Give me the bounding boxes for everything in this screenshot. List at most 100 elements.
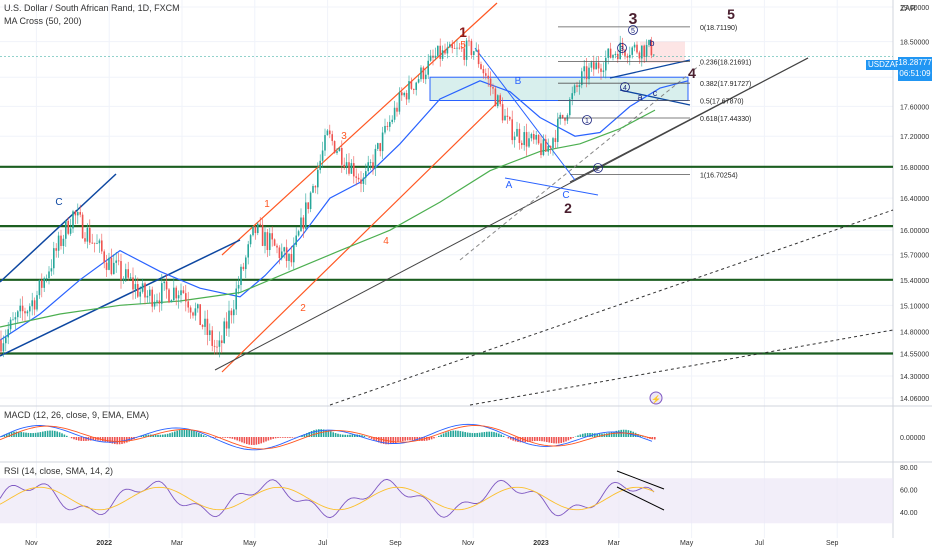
candle-body — [557, 119, 559, 142]
macd-histogram-bar — [330, 431, 332, 437]
candle-body — [487, 76, 489, 79]
candle-body — [528, 138, 530, 146]
candle-body — [10, 320, 12, 330]
candle-body — [475, 50, 477, 52]
macd-histogram-bar — [56, 431, 58, 437]
price-tick-label: 15.70000 — [900, 253, 929, 260]
macd-histogram-bar — [481, 432, 483, 437]
macd-histogram-bar — [232, 437, 234, 439]
macd-histogram-bar — [337, 434, 339, 437]
macd-histogram-bar — [546, 437, 548, 442]
macd-histogram-bar — [611, 432, 613, 437]
macd-histogram-bar — [176, 431, 178, 437]
candle-body — [60, 236, 62, 246]
candle-body — [547, 146, 549, 152]
candle-body — [538, 135, 540, 143]
candle-body — [574, 85, 576, 93]
candle-body — [442, 50, 444, 59]
candle-body — [247, 244, 249, 257]
wave-label-a-upper: A — [506, 180, 513, 191]
macd-histogram-bar — [251, 437, 253, 445]
candle-body — [403, 93, 405, 95]
candle-body — [178, 295, 180, 298]
candle-body — [360, 179, 362, 184]
macd-histogram-bar — [400, 437, 402, 442]
macd-histogram-bar — [500, 435, 502, 437]
price-tick-label: 18.50000 — [900, 40, 929, 47]
macd-histogram-bar — [287, 437, 289, 438]
candle-body — [142, 283, 144, 291]
candle-body — [288, 254, 290, 261]
macd-histogram-bar — [409, 437, 411, 440]
candle-body — [382, 133, 384, 152]
macd-histogram-bar — [52, 431, 54, 437]
wave-label-4-channel: 4 — [383, 236, 389, 247]
candle-body — [298, 231, 300, 235]
candle-body — [456, 48, 458, 49]
time-tick-label: Mar — [171, 540, 184, 547]
candle-body — [43, 278, 45, 288]
candle-body — [252, 226, 254, 235]
candle-body — [634, 45, 636, 48]
candle-body — [353, 163, 355, 176]
wave-label-3-channel: 3 — [341, 131, 347, 142]
candle-body — [65, 221, 67, 239]
band-layer — [430, 42, 688, 101]
macd-histogram-bar — [342, 435, 344, 437]
macd-histogram-bar — [560, 437, 562, 443]
candle-body — [399, 92, 401, 111]
macd-histogram-bar — [258, 437, 260, 444]
candle-body — [139, 292, 141, 297]
macd-histogram-bar — [191, 430, 193, 437]
candle-body — [238, 285, 240, 289]
candle-body — [631, 48, 633, 55]
fib-level-label: 0.236(18.21691) — [700, 60, 751, 67]
macd-histogram-bar — [54, 431, 56, 437]
macd-histogram-bar — [335, 433, 337, 437]
macd-histogram-bar — [61, 433, 63, 437]
candle-body — [629, 55, 631, 58]
candle-body — [24, 311, 26, 313]
macd-histogram-bar — [23, 432, 25, 437]
candle-body — [77, 212, 79, 215]
candle-body — [576, 85, 578, 87]
candle-body — [375, 149, 377, 169]
candle-body — [99, 240, 101, 243]
macd-histogram-bar — [160, 435, 162, 437]
candle-body — [526, 132, 528, 146]
candle-body — [543, 139, 545, 155]
macd-histogram-bar — [179, 430, 181, 437]
candle-body — [415, 83, 417, 90]
candle-body — [408, 81, 410, 99]
time-tick-label: Mar — [608, 540, 621, 547]
candle-body — [63, 239, 65, 246]
macd-histogram-bar — [450, 431, 452, 437]
macd-histogram-bar — [184, 429, 186, 437]
wave-label-5-minor: 5 — [460, 40, 466, 51]
macd-histogram-bar — [282, 437, 284, 438]
candle-body — [521, 143, 523, 145]
macd-histogram-bar — [464, 432, 466, 437]
candle-body — [636, 45, 638, 53]
candle-body — [87, 228, 89, 242]
candle-body — [115, 261, 117, 263]
candle-body — [0, 340, 2, 351]
macd-histogram-bar — [452, 431, 454, 437]
candle-body — [279, 247, 281, 258]
candle-body — [286, 247, 288, 261]
candle-body — [384, 126, 386, 133]
rsi-label: RSI (14, close, SMA, 14, 2) — [4, 466, 113, 476]
candle-body — [583, 66, 585, 71]
candle-body — [190, 307, 192, 312]
candle-body — [646, 45, 648, 57]
macd-histogram-bar — [157, 435, 159, 437]
candle-body — [295, 236, 297, 246]
price-tag: 18.28777 06:51:09 — [898, 57, 932, 81]
fib-level-label: 1(16.70254) — [700, 172, 738, 179]
candle-body — [615, 54, 617, 55]
time-tick-label: Nov — [25, 540, 38, 547]
subwave-label: 2 — [596, 166, 600, 173]
macd-histogram-bar — [272, 437, 274, 439]
macd-histogram-bar — [121, 437, 123, 444]
